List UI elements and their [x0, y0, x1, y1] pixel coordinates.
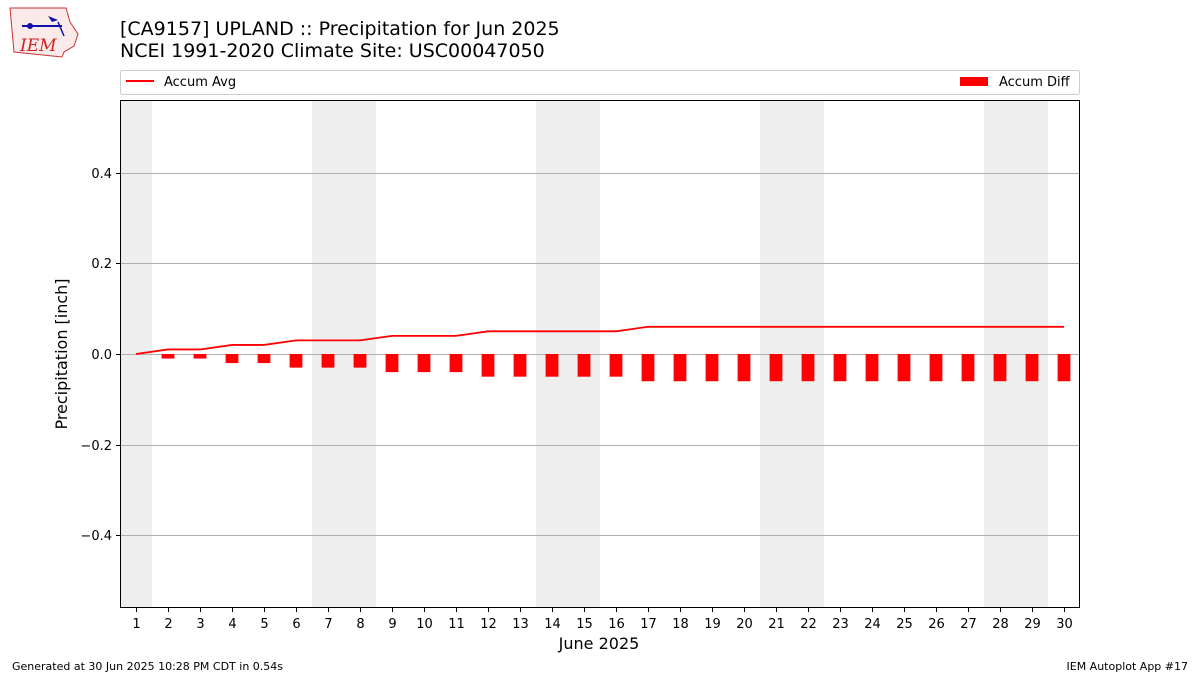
- accum-diff-bar: [385, 354, 399, 373]
- legend: Accum Avg Accum Diff: [120, 70, 1080, 95]
- gridlines: [120, 173, 1080, 536]
- x-tick-label: 24: [864, 617, 881, 632]
- x-tick-label: 15: [576, 617, 593, 632]
- accum-diff-bar: [1025, 354, 1039, 382]
- accum-avg-line-layer: [135, 325, 1064, 355]
- accum-diff-bar: [961, 354, 975, 382]
- x-tick-label: 26: [928, 617, 945, 632]
- x-tick-label: 29: [1024, 617, 1041, 632]
- accum-diff-bar: [865, 354, 879, 382]
- accum-diff-bar: [801, 354, 815, 382]
- x-tick-label: 9: [388, 617, 396, 632]
- legend-bar-swatch: [960, 77, 988, 86]
- x-tick-label: 16: [608, 617, 625, 632]
- x-tick-label: 19: [704, 617, 721, 632]
- x-tick-label: 21: [768, 617, 785, 632]
- x-tick-label: 17: [640, 617, 657, 632]
- x-tick-label: 27: [960, 617, 977, 632]
- x-tick-label: 4: [228, 617, 236, 632]
- x-tick-label: 10: [416, 617, 433, 632]
- accum-diff-bar: [513, 354, 527, 377]
- y-tick-label: −0.2: [80, 439, 112, 454]
- x-tick-label: 23: [832, 617, 849, 632]
- chart-subtitle: NCEI 1991-2020 Climate Site: USC00047050: [120, 40, 545, 62]
- x-tick-label: 12: [480, 617, 497, 632]
- accum-diff-bar: [769, 354, 783, 382]
- accum-diff-bar: [449, 354, 463, 373]
- accum-diff-bar: [1057, 354, 1071, 382]
- x-tick-label: 28: [992, 617, 1009, 632]
- accum-diff-bar: [289, 354, 303, 368]
- x-tick-label: 18: [672, 617, 689, 632]
- y-tick-label: 0.4: [91, 167, 112, 182]
- chart-title: [CA9157] UPLAND :: Precipitation for Jun…: [120, 18, 560, 40]
- plot-frame: [120, 100, 1080, 608]
- x-tick-label: 7: [324, 617, 332, 632]
- accum-diff-bar: [353, 354, 367, 368]
- y-axis-label: Precipitation [inch]: [52, 278, 71, 429]
- x-tick-label: 6: [292, 617, 300, 632]
- accum-diff-bar: [225, 354, 239, 364]
- legend-label-accum-avg: Accum Avg: [164, 75, 236, 90]
- x-tick-label: 2: [164, 617, 172, 632]
- y-tick-label: −0.4: [80, 529, 112, 544]
- accum-diff-bar: [993, 354, 1007, 382]
- x-tick-label: 25: [896, 617, 913, 632]
- accum-diff-bars: [161, 354, 1071, 382]
- accum-diff-bar: [321, 354, 335, 368]
- x-tick-label: 3: [196, 617, 204, 632]
- accum-diff-bar: [193, 354, 207, 359]
- accum-diff-bar: [257, 354, 271, 364]
- x-tick-label: 14: [544, 617, 561, 632]
- accum-diff-bar: [705, 354, 719, 382]
- y-axis: −0.4 −0.2 0.0 0.2 0.4: [80, 167, 120, 544]
- accum-diff-bar: [737, 354, 751, 382]
- accum-avg-line: [135, 325, 1064, 355]
- accum-diff-bar: [161, 354, 175, 359]
- accum-diff-bar: [897, 354, 911, 382]
- x-tick-label: 1: [132, 617, 140, 632]
- accum-diff-bar: [833, 354, 847, 382]
- x-tick-label: 11: [448, 617, 465, 632]
- x-tick-label: 20: [736, 617, 753, 632]
- x-tick-label: 30: [1056, 617, 1073, 632]
- accum-diff-bar: [577, 354, 591, 377]
- x-tick-label: 13: [512, 617, 529, 632]
- footer-app: IEM Autoplot App #17: [1067, 660, 1189, 673]
- accum-diff-bar: [609, 354, 623, 377]
- footer-generated: Generated at 30 Jun 2025 10:28 PM CDT in…: [12, 660, 283, 673]
- accum-diff-bar: [545, 354, 559, 377]
- y-tick-label: 0.0: [91, 348, 112, 363]
- iem-logo: IEM: [9, 7, 79, 58]
- x-axis-label: June 2025: [558, 634, 640, 653]
- accum-diff-bar: [641, 354, 655, 382]
- accum-diff-bar: [417, 354, 431, 373]
- iem-logo-text: IEM: [19, 36, 57, 56]
- legend-label-accum-diff: Accum Diff: [999, 75, 1071, 90]
- x-tick-label: 8: [356, 617, 364, 632]
- x-axis: 1 2 3 4 5 6 7 8 9 10 11 12 13 14 15 16 17 18 19 20 21 22 23 24 2…: [132, 608, 1073, 632]
- y-tick-label: 0.2: [91, 257, 112, 272]
- accum-diff-bar: [673, 354, 687, 382]
- x-tick-label: 5: [260, 617, 268, 632]
- accum-diff-bar: [929, 354, 943, 382]
- accum-diff-bar: [481, 354, 495, 377]
- x-tick-label: 22: [800, 617, 817, 632]
